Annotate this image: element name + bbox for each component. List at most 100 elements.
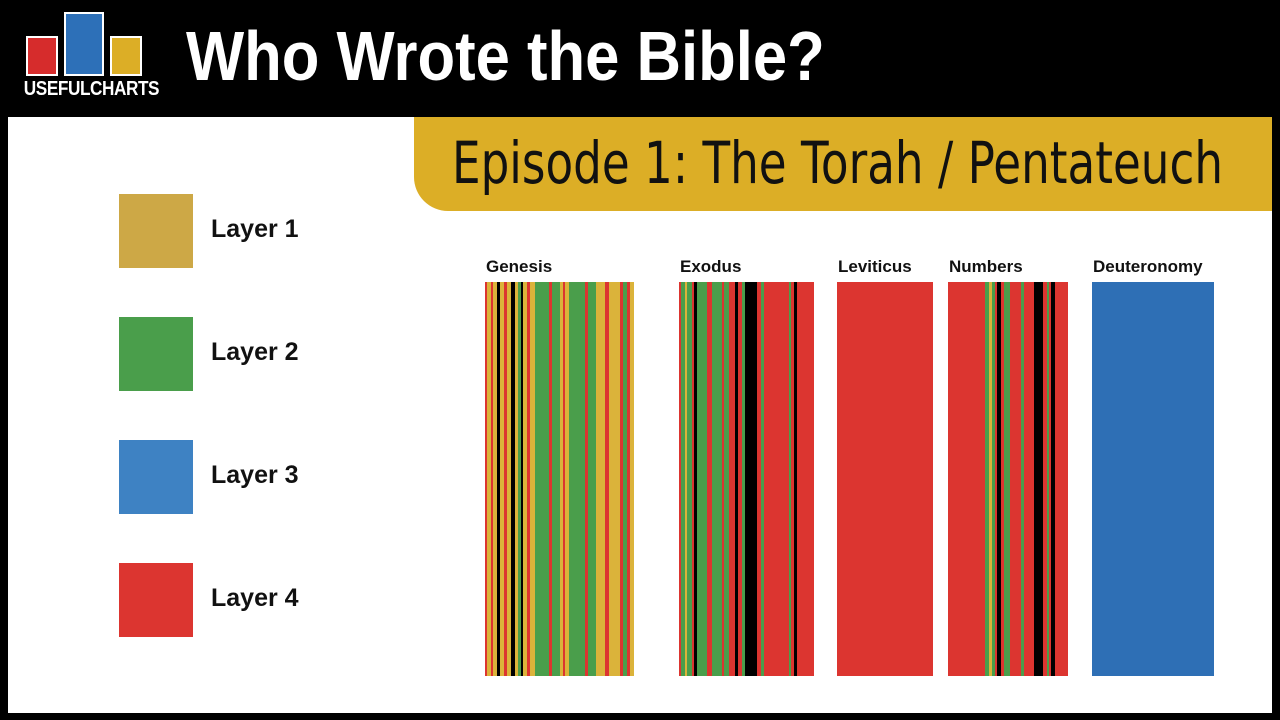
strip-segment: [745, 282, 757, 676]
strip-segment: [948, 282, 985, 676]
strip-segment: [596, 282, 605, 676]
strip-segment: [623, 282, 627, 676]
strip-segment: [1004, 282, 1010, 676]
book-label: Numbers: [949, 257, 1023, 276]
strip-segment: [515, 282, 518, 676]
strip-segment: [1021, 282, 1024, 676]
strip-segment: [530, 282, 535, 676]
strip-segment: [569, 282, 585, 676]
strip-segment: [565, 282, 569, 676]
strip-segment: [511, 282, 515, 676]
logo-bar-red: [26, 36, 58, 76]
legend-swatch: [119, 563, 193, 637]
strip-segment: [1047, 282, 1049, 676]
strip-segment: [552, 282, 560, 676]
logo-bar-yellow: [110, 36, 142, 76]
legend-item-layer-1: Layer 1: [119, 194, 379, 268]
strip-segment: [507, 282, 511, 676]
legend-label: Layer 3: [211, 461, 299, 489]
strip-segment: [497, 282, 500, 676]
strip-segment: [485, 282, 487, 676]
strip-segment: [605, 282, 609, 676]
strip-segment: [609, 282, 620, 676]
legend-label: Layer 1: [211, 215, 299, 243]
strip-segment: [742, 282, 745, 676]
strip-segment: [1043, 282, 1047, 676]
strip-segment: [794, 282, 797, 676]
strip-segment: [527, 282, 530, 676]
strip-segment: [997, 282, 1001, 676]
strip-segment: [588, 282, 596, 676]
strip-segment: [797, 282, 814, 676]
legend-swatch: [119, 440, 193, 514]
usefulcharts-logo: USEFULCHARTS: [14, 10, 160, 106]
strip-segment: [563, 282, 565, 676]
strip-segment: [1049, 282, 1051, 676]
strip-segment: [692, 282, 694, 676]
strip-segment: [1034, 282, 1043, 676]
strip-segment: [712, 282, 722, 676]
strip-segment: [491, 282, 493, 676]
strip-segment: [521, 282, 523, 676]
strip-segment: [679, 282, 681, 676]
book-label: Deuteronomy: [1093, 257, 1203, 276]
legend-item-layer-4: Layer 4: [119, 563, 379, 637]
strip-segment: [757, 282, 761, 676]
content-panel: Episode 1: The Torah / Pentateuch Layer …: [8, 117, 1272, 713]
strip-segment: [504, 282, 507, 676]
strip-segment: [523, 282, 527, 676]
legend-swatch: [119, 317, 193, 391]
strip-segment: [697, 282, 707, 676]
strip-segment: [1092, 282, 1214, 676]
strip-segment: [1024, 282, 1034, 676]
strip-segment: [560, 282, 563, 676]
strip-segment: [549, 282, 552, 676]
authorship-strip-chart: Genesis Exodus Leviticus Numbers Deuteronomy: [485, 257, 1214, 676]
strip-segment: [837, 282, 933, 676]
strip-segment: [620, 282, 623, 676]
episode-title: Episode 1: The Torah / Pentateuch: [452, 129, 1224, 197]
strip-segment: [487, 282, 491, 676]
strip-segment: [627, 282, 630, 676]
strip-segment: [694, 282, 697, 676]
strip-segment: [1001, 282, 1004, 676]
book-label: Exodus: [680, 257, 741, 276]
logo-bars-icon: [26, 10, 142, 76]
book-label: Genesis: [486, 257, 552, 276]
strip-segment: [707, 282, 712, 676]
strip-segment: [630, 282, 634, 676]
legend-swatch: [119, 194, 193, 268]
strip-segment: [985, 282, 989, 676]
strip-segment: [500, 282, 504, 676]
strip-segment: [764, 282, 789, 676]
episode-banner: Episode 1: The Torah / Pentateuch: [414, 117, 1272, 211]
strip-segment: [687, 282, 692, 676]
strip-segment: [729, 282, 735, 676]
strip-segment: [1010, 282, 1021, 676]
book-label: Leviticus: [838, 257, 912, 276]
strip-segment: [995, 282, 997, 676]
strip-segment: [685, 282, 687, 676]
strip-segment: [789, 282, 791, 676]
strip-segment: [791, 282, 794, 676]
strip-segment: [1051, 282, 1055, 676]
legend-label: Layer 4: [211, 584, 299, 612]
page-title: Who Wrote the Bible?: [186, 17, 825, 95]
legend-item-layer-2: Layer 2: [119, 317, 379, 391]
strip-segment: [535, 282, 549, 676]
legend-item-layer-3: Layer 3: [119, 440, 379, 514]
legend-label: Layer 2: [211, 338, 299, 366]
strip-segment: [735, 282, 738, 676]
logo-bar-blue: [64, 12, 104, 76]
strip-segment: [738, 282, 742, 676]
logo-text: USEFULCHARTS: [23, 78, 160, 100]
strip-segment: [493, 282, 497, 676]
header-bar: USEFULCHARTS Who Wrote the Bible?: [0, 0, 1280, 112]
strip-segment: [681, 282, 685, 676]
strip-segment: [518, 282, 521, 676]
strip-segment: [1055, 282, 1068, 676]
strip-segment: [989, 282, 992, 676]
strip-segment: [761, 282, 764, 676]
strip-segment: [585, 282, 588, 676]
strip-segment: [722, 282, 724, 676]
